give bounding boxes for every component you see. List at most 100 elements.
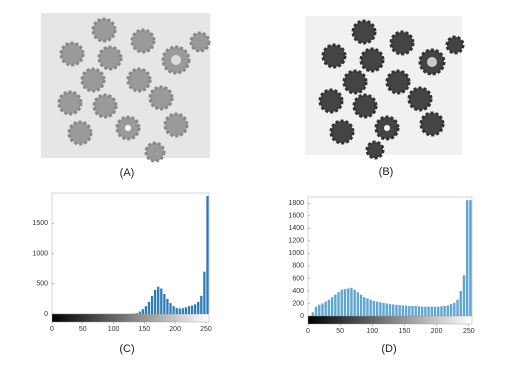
- bar: [184, 307, 188, 314]
- bar: [187, 306, 191, 314]
- bar: [350, 287, 353, 316]
- bar: [379, 302, 382, 316]
- bar: [375, 301, 379, 316]
- bar: [392, 304, 395, 316]
- bar: [456, 299, 459, 316]
- bar: [181, 308, 184, 314]
- bar: [206, 196, 209, 314]
- bar: [395, 304, 398, 316]
- bar: [157, 286, 160, 314]
- bar: [372, 300, 376, 316]
- bar: [178, 308, 181, 314]
- bar: [321, 303, 324, 316]
- x-tick-label: 50: [336, 328, 344, 335]
- bar: [369, 299, 372, 316]
- y-tick-label: 0: [44, 311, 48, 318]
- y-tick-label: 400: [292, 288, 304, 295]
- bar: [200, 295, 203, 314]
- bar: [311, 312, 315, 316]
- bar: [408, 305, 411, 316]
- bar: [318, 304, 321, 316]
- bar: [356, 292, 360, 316]
- x-tick-label: 150: [399, 328, 411, 335]
- x-tick-label: 0: [50, 326, 54, 333]
- image-b: [305, 16, 465, 160]
- x-tick-label: 100: [366, 328, 378, 335]
- bar: [334, 294, 337, 316]
- y-tick-label: 200: [292, 300, 304, 307]
- bar: [404, 305, 408, 316]
- bar: [414, 305, 417, 316]
- bar: [462, 275, 466, 316]
- bar: [363, 297, 366, 316]
- bar: [147, 301, 151, 314]
- bar: [324, 301, 327, 316]
- bar: [166, 298, 169, 314]
- y-tick-label: 1000: [288, 250, 304, 257]
- y-tick-label: 1400: [288, 225, 304, 232]
- y-tick-label: 1200: [288, 238, 304, 245]
- bar: [330, 297, 334, 316]
- x-tick-label: 50: [79, 326, 87, 333]
- bar: [340, 289, 343, 316]
- bar: [163, 294, 166, 314]
- x-tick-label: 200: [169, 326, 181, 333]
- bar: [144, 306, 148, 314]
- bar: [141, 309, 144, 314]
- plot-area: [51, 192, 210, 315]
- bar: [327, 299, 331, 316]
- x-tick-label: 200: [431, 328, 443, 335]
- bar: [169, 303, 172, 314]
- bar: [160, 288, 163, 314]
- bar: [427, 306, 430, 316]
- bar: [153, 289, 157, 314]
- x-tick-label: 150: [139, 326, 151, 333]
- bar: [453, 302, 456, 316]
- bar: [203, 271, 206, 314]
- bar: [424, 306, 427, 316]
- y-tick-label: 0: [300, 313, 304, 320]
- x-tick-label: 100: [108, 326, 120, 333]
- bar: [433, 306, 437, 316]
- caption: (A): [120, 167, 135, 179]
- x-tick-label: 250: [463, 328, 475, 335]
- bar: [197, 301, 200, 314]
- bar: [459, 290, 462, 316]
- bar: [417, 306, 421, 316]
- colorbar: [307, 315, 473, 325]
- bar: [194, 304, 197, 314]
- bar: [398, 305, 401, 316]
- bar: [465, 200, 469, 316]
- bar: [314, 306, 318, 316]
- bar: [138, 311, 141, 314]
- y-tick-label: 1500: [32, 220, 48, 227]
- bar: [172, 306, 175, 314]
- bar: [437, 306, 440, 316]
- bar: [382, 302, 385, 316]
- bar: [411, 305, 414, 316]
- image-a: [41, 13, 211, 163]
- bar: [430, 306, 434, 316]
- bar: [440, 306, 443, 316]
- y-tick-label: 500: [36, 281, 48, 288]
- bar: [388, 304, 392, 316]
- bar: [353, 289, 356, 316]
- y-tick-label: 800: [292, 263, 304, 270]
- y-tick-label: 1000: [32, 250, 48, 257]
- caption: (C): [119, 343, 134, 355]
- bar: [346, 288, 350, 316]
- y-tick-label: 600: [292, 275, 304, 282]
- bar: [385, 303, 388, 316]
- bar: [401, 305, 405, 316]
- bar: [337, 292, 340, 316]
- bar: [150, 295, 154, 314]
- bar: [135, 313, 138, 314]
- bar: [420, 306, 424, 316]
- bar: [175, 307, 178, 314]
- bar: [443, 305, 446, 316]
- bar: [190, 305, 194, 314]
- bar: [446, 305, 450, 316]
- x-tick-label: 0: [306, 328, 310, 335]
- colorbar: [51, 313, 210, 323]
